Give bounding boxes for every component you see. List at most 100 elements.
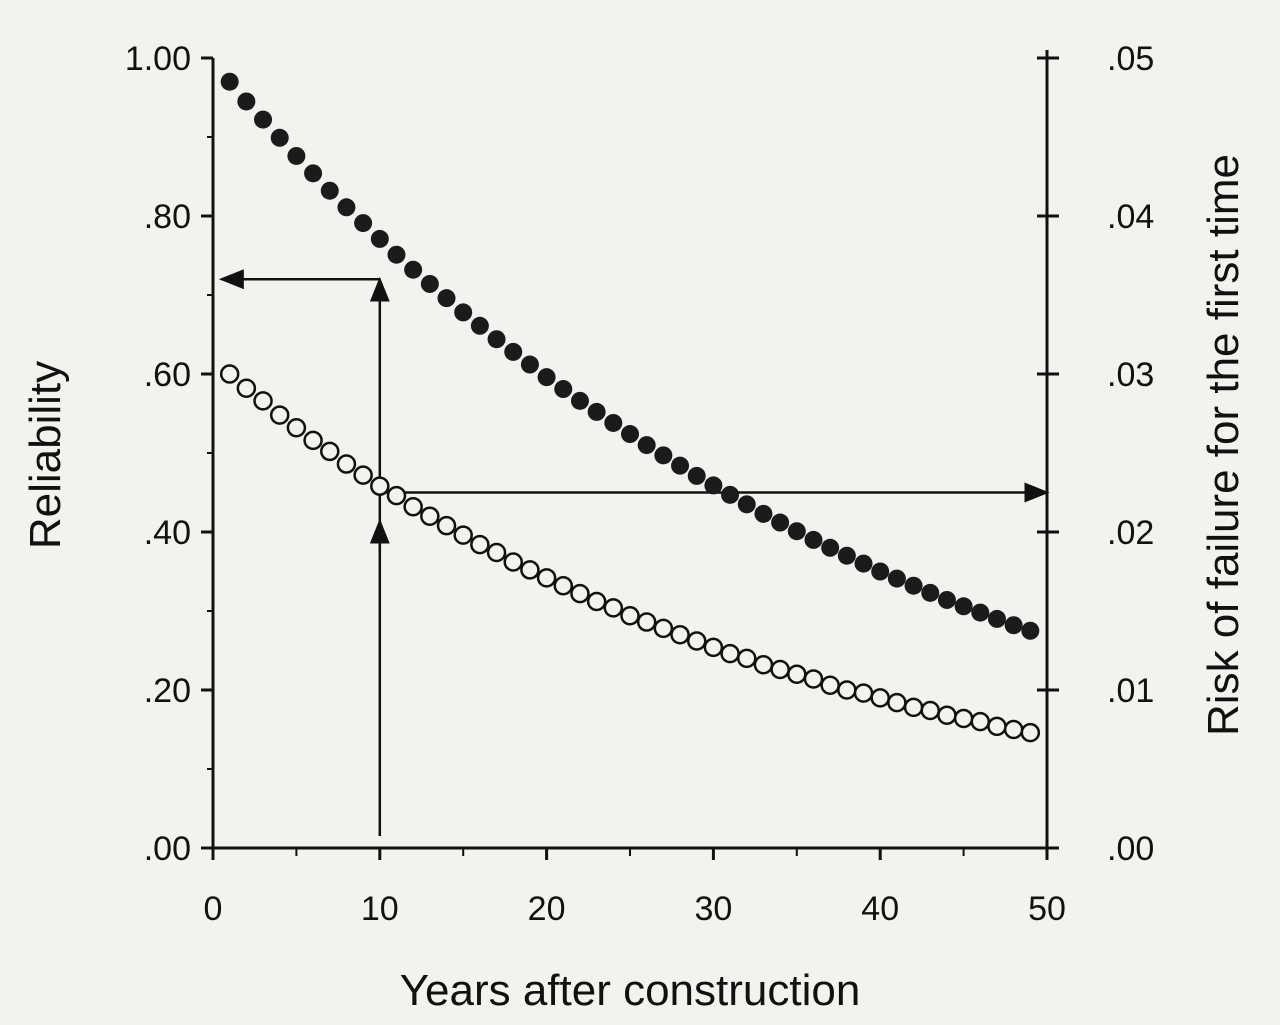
reliability-point [570,391,589,410]
left-y-tick-label: .00 [144,830,191,868]
reliability-point [604,413,623,432]
reliability-point [587,402,606,421]
x-tick-label: 10 [361,890,399,928]
reliability-point [904,576,923,595]
risk-point [586,591,607,612]
right-y-tick-label: .04 [1107,198,1154,236]
risk-point [570,583,590,604]
left-y-tick-label: .20 [144,672,191,710]
reliability-point [987,609,1006,628]
reliability-point [320,181,339,200]
reliability-point [654,446,673,465]
risk-point [470,534,490,555]
right-y-ticks: .00 .01 .02 .03 .04 .05 [1037,40,1154,868]
risk-point [403,496,423,517]
risk-point [1020,722,1041,743]
reliability-point [220,72,239,91]
risk-point [770,659,790,680]
reliability-point [787,522,806,541]
reliability-point [971,603,990,622]
risk-point [937,705,957,726]
risk-point [436,515,457,536]
risk-point [686,631,707,651]
risk-point [636,612,657,632]
right-y-tick-label: .03 [1107,356,1154,394]
risk-series [219,364,1041,743]
risk-point [370,476,390,496]
reliability-point [470,316,489,335]
risk-point [887,692,907,713]
reliability-point [937,590,956,609]
risk-point [236,378,257,398]
reliability-point [671,456,690,475]
risk-point [903,697,924,718]
risk-point [853,683,874,703]
reliability-point [404,260,423,279]
risk-point [520,560,540,580]
x-axis-title: Years after construction [400,966,861,1015]
y2-axis-title: Risk of failure for the first time [1199,154,1248,736]
reliability-point [1021,621,1040,640]
reliability-point [287,146,306,165]
reliability-point [387,245,406,264]
reliability-point [437,289,456,308]
right-y-tick-label: .02 [1107,514,1154,552]
risk-point [536,568,557,588]
risk-point [386,485,407,506]
reliability-point [487,330,506,349]
risk-point [670,624,690,645]
x-tick-label: 50 [1028,890,1066,928]
risk-point [787,664,807,684]
reliability-point [621,425,639,444]
reliability-point [554,380,573,399]
annotation-arrows [218,269,1050,836]
reliability-point [887,569,906,588]
risk-point [420,506,440,526]
reliability-point [871,562,890,581]
reliability-point [370,229,389,248]
risk-point [286,417,307,438]
reliability-point [954,597,973,616]
reliability-point [420,274,439,293]
reliability-point [254,110,273,129]
risk-point [820,675,840,696]
risk-point [803,669,824,689]
risk-point [603,598,624,618]
reliability-point [771,513,790,532]
reliability-point [520,355,539,374]
reliability-point [804,530,823,549]
risk-point [219,364,240,384]
risk-point [837,680,857,700]
x-tick-label: 30 [694,890,732,928]
risk-point [353,465,373,485]
left-y-tick-label: .40 [144,514,191,552]
risk-point [970,711,991,732]
risk-point [653,618,674,639]
reliability-point [304,164,323,183]
risk-point [336,454,357,474]
reliability-point [354,214,373,233]
reliability-point [921,583,940,602]
y-axis-title: Reliability [21,361,70,549]
risk-point [753,654,774,675]
reliability-point [504,342,523,361]
right-y-tick-label: .05 [1107,40,1154,78]
risk-point [987,716,1007,737]
right-y-tick-label: .01 [1107,672,1154,710]
risk-point [503,552,523,572]
reliability-point [1004,616,1023,635]
reliability-point [687,466,706,485]
risk-point [920,700,940,721]
risk-point [737,648,757,669]
risk-point [953,708,974,729]
x-ticks: 0 10 20 30 40 50 [204,848,1066,928]
left-y-tick-label: .80 [144,198,191,236]
reliability-point [754,504,773,523]
x-tick-label: 40 [861,890,899,928]
right-y-tick-label: .00 [1107,830,1154,868]
reliability-point [821,538,840,557]
risk-point [303,430,323,451]
x-tick-label: 20 [528,890,566,928]
reliability-point [721,485,740,504]
reliability-point [637,436,656,455]
